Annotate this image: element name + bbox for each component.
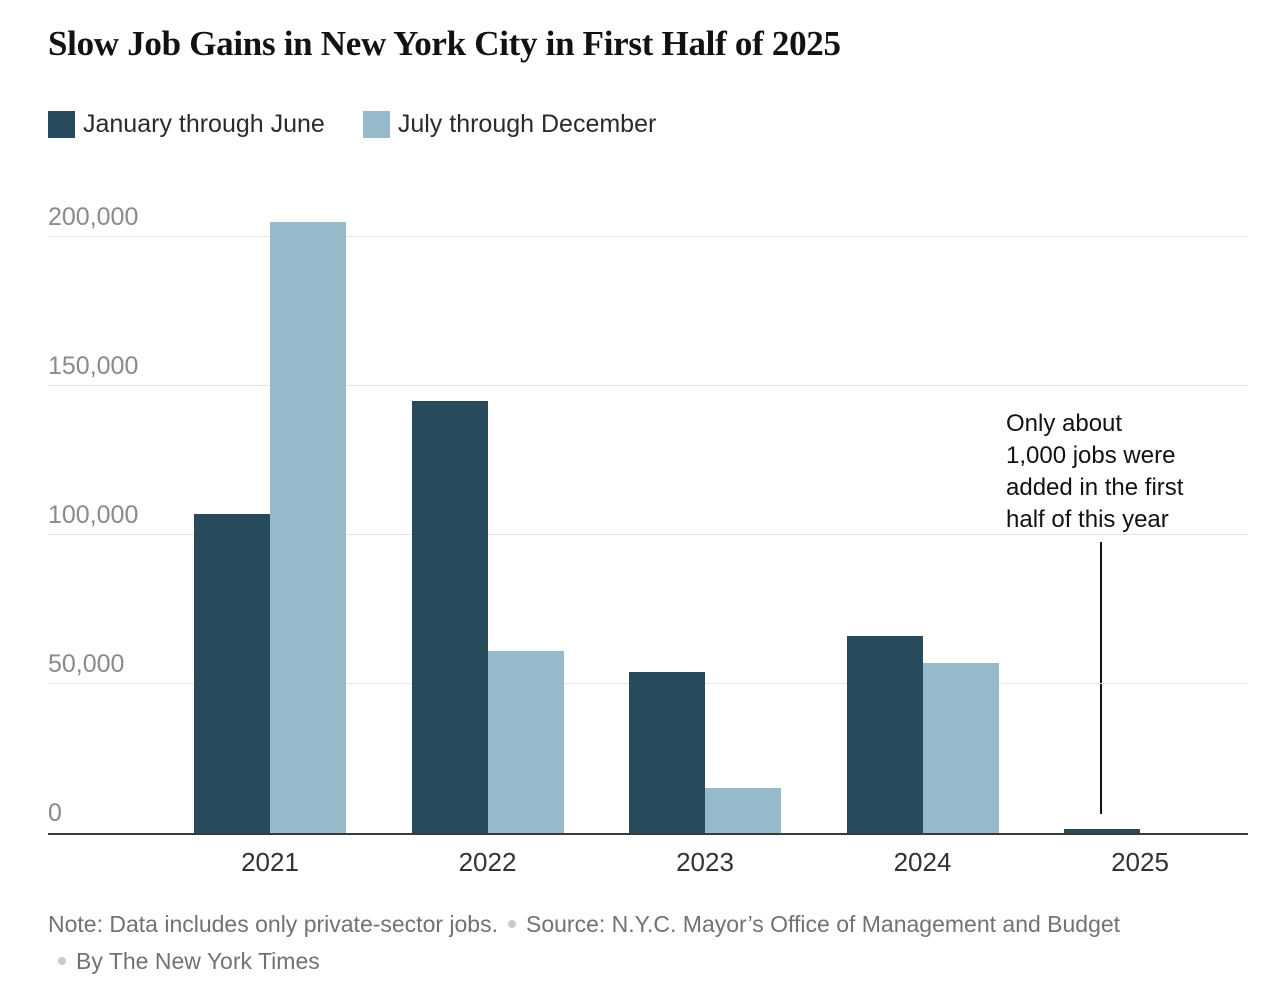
- legend-swatch-january-june: [48, 111, 75, 138]
- bar-2025-jan-jun: [1064, 829, 1140, 833]
- y-axis-tick-label-200000: 200,000: [48, 203, 139, 231]
- x-axis-label-2024: 2024: [893, 847, 952, 877]
- legend-item-july-december: July through December: [362, 110, 657, 138]
- bullet-separator-icon: [508, 919, 516, 928]
- gridline-200000: [48, 236, 1248, 237]
- gridline-100000: [48, 534, 1248, 535]
- annotation-line-4: half of this year: [1006, 506, 1169, 533]
- bar-2024-jan-jun: [846, 636, 923, 833]
- y-axis-tick-label-0: 0: [48, 799, 62, 827]
- bar-2021-jan-jun: [194, 514, 270, 833]
- plot-area: Only about 1,000 jobs were added in the …: [48, 180, 1248, 835]
- footer-note: Note: Data includes only private-sector …: [48, 911, 498, 937]
- chart-title: Slow Job Gains in New York City in First…: [48, 24, 841, 63]
- legend-swatch-july-december: [362, 111, 390, 138]
- footer-source: Source: N.Y.C. Mayor’s Office of Managem…: [526, 911, 1121, 937]
- x-axis-label-2022: 2022: [458, 847, 517, 877]
- legend-label-january-june: January through June: [83, 110, 325, 138]
- x-axis-label-2023: 2023: [676, 847, 734, 877]
- x-axis-label-2025: 2025: [1111, 847, 1169, 877]
- x-axis-label-2021: 2021: [241, 847, 299, 877]
- legend-label-july-december: July through December: [397, 110, 657, 138]
- legend: January through June July through Decemb…: [48, 111, 1272, 138]
- bar-2023-jan-jun: [629, 672, 705, 833]
- bar-2022-jan-jun: [411, 401, 488, 833]
- bar-2023-jul-dec: [705, 788, 781, 833]
- annotation-line-3: added in the first: [1006, 474, 1184, 501]
- y-axis-tick-label-50000: 50,000: [48, 650, 125, 678]
- annotation-line-1: Only about: [1006, 410, 1123, 437]
- footer: Note: Data includes only private-sector …: [48, 906, 1148, 980]
- annotation-pointer-line: [1100, 542, 1102, 814]
- footer-byline: By The New York Times: [76, 948, 320, 974]
- annotation-line-2: 1,000 jobs were: [1006, 442, 1176, 469]
- annotation-text: Only about 1,000 jobs were added in the …: [1006, 408, 1236, 536]
- bar-2024-jul-dec: [922, 663, 999, 833]
- bullet-separator-icon: [58, 956, 66, 965]
- y-axis-tick-label-100000: 100,000: [48, 501, 139, 529]
- bar-chart: Only about 1,000 jobs were added in the …: [48, 180, 1248, 880]
- bar-2021-jul-dec: [270, 222, 346, 833]
- bar-2022-jul-dec: [487, 651, 564, 833]
- legend-item-january-june: January through June: [48, 111, 325, 138]
- y-axis-tick-label-150000: 150,000: [48, 352, 139, 380]
- gridline-150000: [48, 385, 1248, 386]
